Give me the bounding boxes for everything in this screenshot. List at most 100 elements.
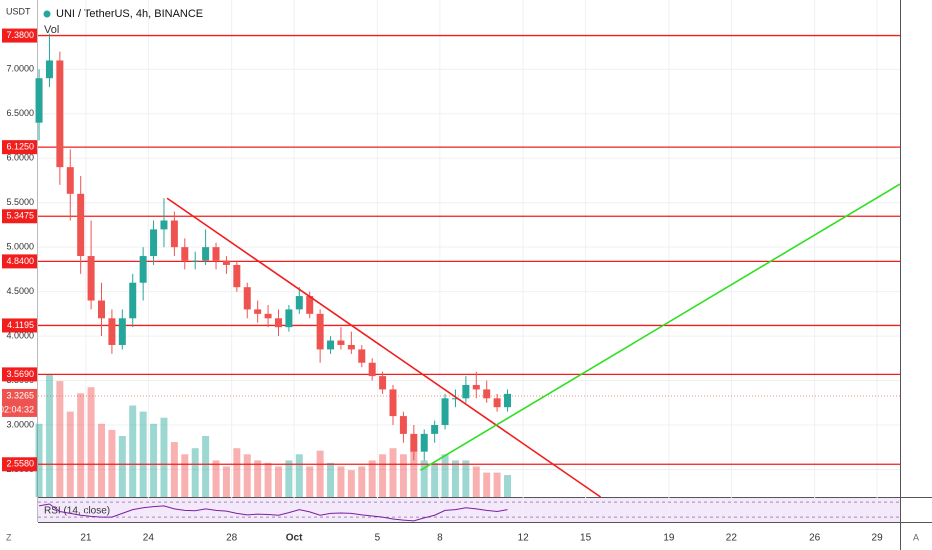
volume-bar <box>295 454 303 497</box>
volume-bar <box>66 411 74 497</box>
trendline <box>166 197 602 498</box>
volume-bar <box>98 423 106 497</box>
x-tick-label: 24 <box>143 533 155 544</box>
rsi-line <box>38 503 508 522</box>
candle-body <box>399 416 407 434</box>
candle-body <box>66 167 74 194</box>
trendline <box>420 183 901 472</box>
volume-bar <box>77 393 85 497</box>
candle-body <box>150 229 158 257</box>
volume-bar <box>233 448 241 497</box>
corner-left[interactable]: Z <box>6 532 12 542</box>
candle-body <box>306 296 314 314</box>
volume-bar <box>327 462 335 497</box>
y-tick-label: 3.0000 <box>6 419 34 429</box>
rsi-panel <box>38 498 900 522</box>
volume-bar <box>170 442 178 497</box>
volume-bar <box>472 466 480 497</box>
chart-title: UNI / TetherUS, 4h, BINANCE <box>56 8 203 20</box>
volume-bar <box>191 448 199 497</box>
candle-body <box>431 424 439 434</box>
x-tick-label: Oct <box>286 533 303 544</box>
volume-label: Vol <box>44 24 59 36</box>
candle-body <box>472 384 480 390</box>
candle-body <box>243 287 251 310</box>
y-tick-label: 6.0000 <box>6 153 34 163</box>
volume-bar <box>493 472 501 497</box>
volume-bar <box>431 462 439 497</box>
countdown: 02:04:32 <box>0 404 34 414</box>
candle-body <box>35 78 43 123</box>
candle-body <box>504 393 512 408</box>
volume-bar <box>274 466 282 497</box>
level-label: 4.8400 <box>6 256 34 266</box>
candle-body <box>462 384 470 399</box>
level-label: 4.1195 <box>7 320 34 330</box>
volume-bar <box>337 466 345 497</box>
volume-bar <box>160 417 168 497</box>
candle-body <box>368 362 376 377</box>
candle-body <box>98 300 106 319</box>
volume-bar <box>389 448 397 497</box>
candle-body <box>233 264 241 288</box>
candle-body <box>379 376 387 390</box>
unit-label: USDT <box>6 6 31 16</box>
volume-bar <box>202 436 210 497</box>
volume-bar <box>306 466 314 497</box>
y-tick-label: 4.5000 <box>6 286 34 296</box>
candle-body <box>254 309 262 314</box>
level-label-box <box>2 318 37 333</box>
volume-bar <box>118 436 126 497</box>
corner-right[interactable]: A <box>913 532 919 542</box>
x-tick-label: 21 <box>80 533 92 544</box>
x-tick-label: 15 <box>580 533 592 544</box>
candle-body <box>160 220 168 230</box>
level-label: 3.5690 <box>6 369 34 379</box>
last-price-label: 3.3265 <box>6 390 34 400</box>
candle-body <box>274 318 282 328</box>
candle-body <box>295 296 303 310</box>
candle-body <box>285 309 293 328</box>
level-label: 7.3800 <box>6 30 34 40</box>
x-tick-label: 12 <box>518 533 530 544</box>
candle-body <box>358 349 366 363</box>
candle-body <box>191 260 199 262</box>
volume-bar <box>222 466 230 497</box>
volume-bar <box>441 454 449 497</box>
volume-bar <box>150 423 158 497</box>
x-tick-label: 29 <box>872 533 884 544</box>
volume-bar <box>379 454 387 497</box>
candle-body <box>202 247 210 261</box>
volume-bar <box>285 460 293 497</box>
y-tick-label: 7.0000 <box>6 64 34 74</box>
level-label-box <box>2 367 37 382</box>
x-tick-label: 8 <box>437 533 443 544</box>
x-tick-label: 19 <box>663 533 675 544</box>
candle-body <box>87 256 95 301</box>
candle-body <box>337 340 345 345</box>
last-price-box <box>2 388 37 417</box>
candle-body <box>347 344 355 350</box>
candle-body <box>170 220 178 248</box>
level-label-box <box>2 209 37 224</box>
level-label-box <box>2 28 37 43</box>
candle-body <box>264 313 272 319</box>
x-tick-label: 5 <box>375 533 381 544</box>
volume-bar <box>410 450 418 497</box>
candle-body <box>451 398 459 400</box>
x-tick-label: 26 <box>809 533 821 544</box>
candle-body <box>410 433 418 452</box>
volume-bar <box>462 460 470 497</box>
candle-body <box>493 398 501 408</box>
candle-body <box>222 260 230 265</box>
x-tick-label: 28 <box>226 533 238 544</box>
volume-bar <box>420 460 428 497</box>
candle-body <box>108 318 116 345</box>
y-tick-label: 6.5000 <box>6 108 34 118</box>
candle-body <box>420 433 428 452</box>
volume-bar <box>316 450 324 497</box>
volume-bar <box>139 411 147 497</box>
y-tick-label: 5.5000 <box>6 197 34 207</box>
volume-bar <box>347 470 355 497</box>
level-label-box <box>2 457 37 472</box>
